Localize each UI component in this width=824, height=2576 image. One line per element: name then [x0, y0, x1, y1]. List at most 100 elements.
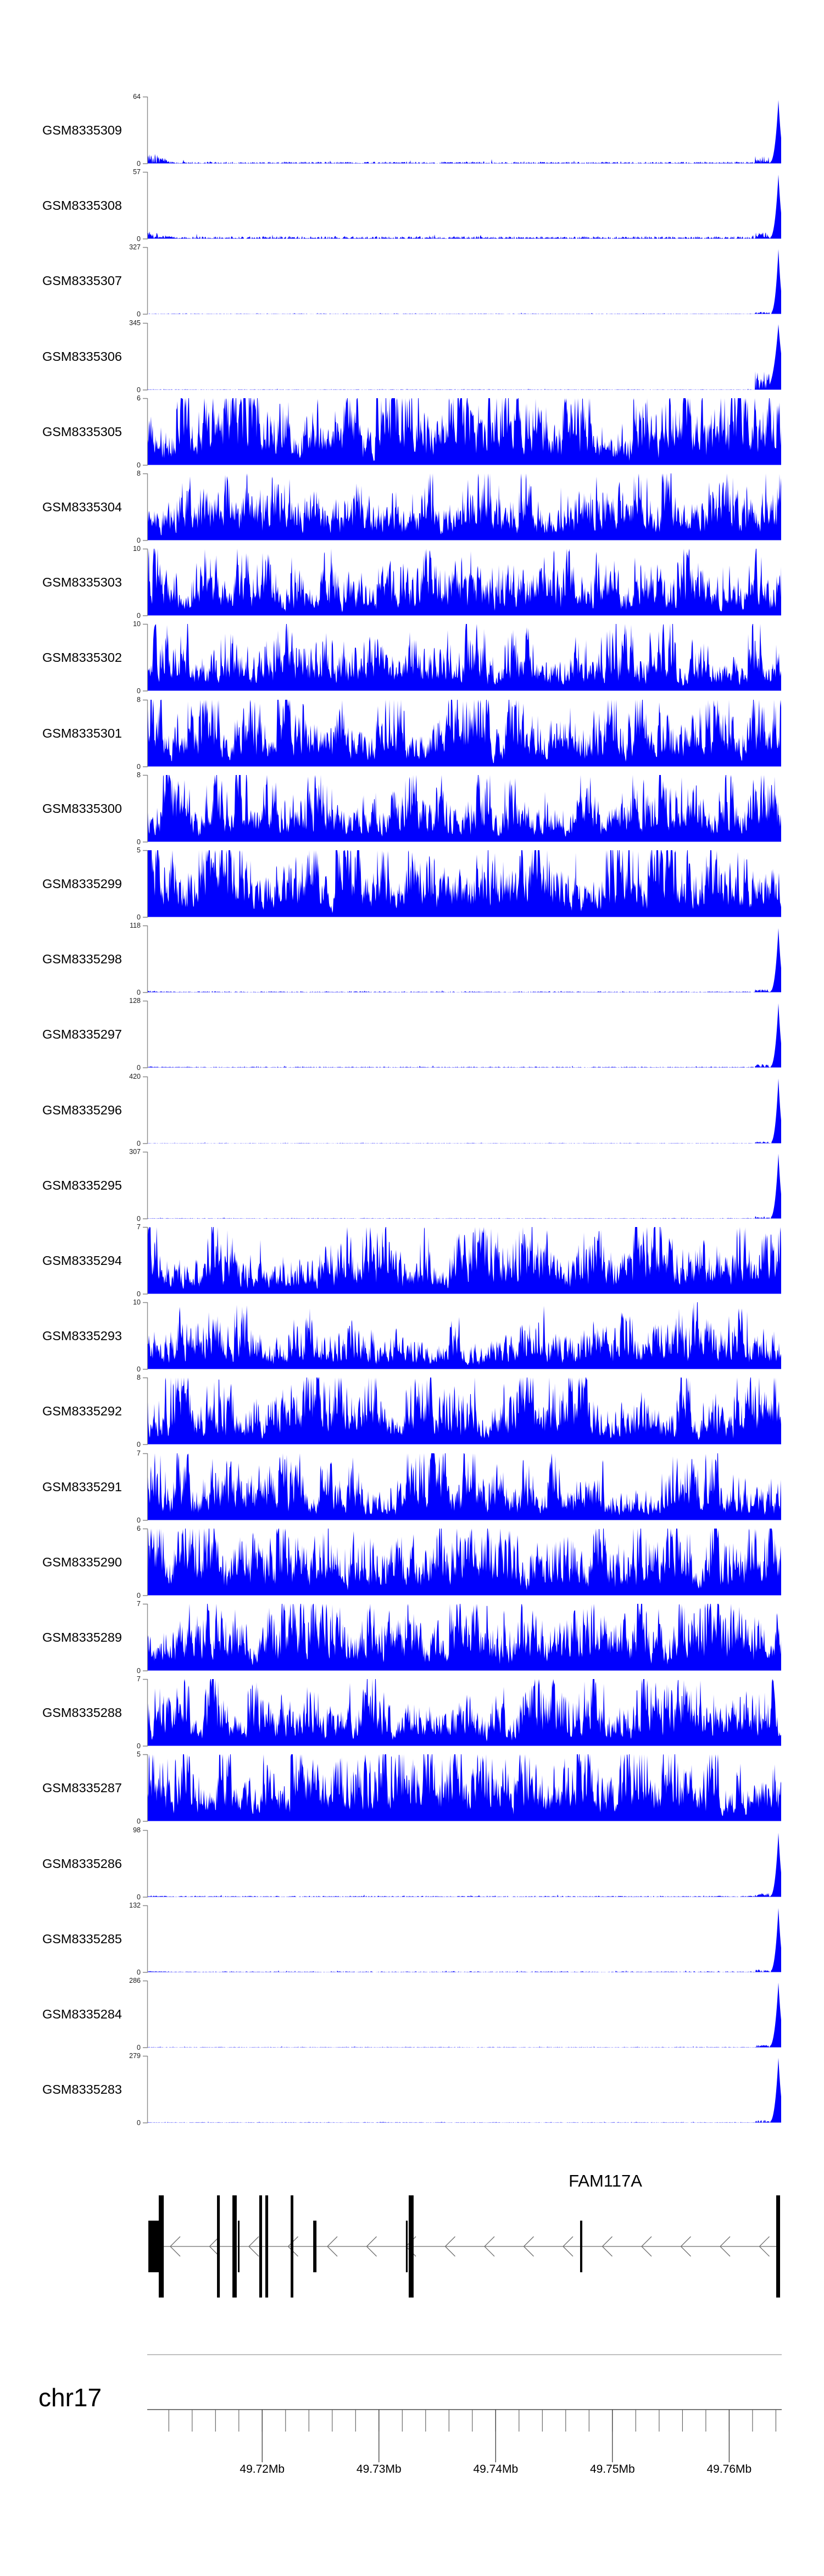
- track-label: GSM8335285: [42, 1931, 122, 1946]
- coverage-histogram: [143, 322, 781, 391]
- coverage-histogram: [143, 774, 781, 843]
- y-axis-bracket: [143, 699, 148, 767]
- track-label: GSM8335304: [42, 500, 122, 514]
- y-axis-bracket: [143, 1378, 148, 1446]
- track-label: GSM8335300: [42, 801, 122, 816]
- coverage-area: [148, 1078, 781, 1144]
- track-ymin-label: 0: [137, 612, 141, 620]
- gene-name-label: FAM117A: [569, 2171, 642, 2190]
- track-ymin-label: 0: [137, 235, 141, 243]
- genome-axis-ruler: [147, 2354, 782, 2462]
- track-ymin-label: 0: [137, 386, 141, 394]
- track-label: GSM8335294: [42, 1253, 122, 1268]
- coverage-area: [148, 1604, 781, 1671]
- track-label: GSM8335290: [42, 1554, 122, 1569]
- strand-arrow-icon: [484, 2236, 495, 2257]
- track-ymin-label: 0: [137, 537, 141, 544]
- gene-model-drawing: [148, 2195, 781, 2298]
- coverage-histogram: [143, 96, 781, 164]
- y-axis-bracket: [143, 1528, 148, 1596]
- coverage-area: [148, 1453, 781, 1520]
- track-ymin-label: 0: [137, 1591, 141, 1599]
- coverage-area: [148, 624, 781, 691]
- coverage-histogram: [143, 1603, 781, 1671]
- coverage-area: [148, 1908, 781, 1972]
- y-axis-bracket: [143, 1453, 148, 1521]
- y-axis-bracket: [143, 1151, 148, 1219]
- chromosome-label: chr17: [38, 2383, 102, 2412]
- y-axis-bracket: [143, 1830, 148, 1898]
- y-axis-bracket: [143, 1302, 148, 1370]
- track-ymax-label: 128: [129, 997, 141, 1005]
- strand-arrow-icon: [641, 2236, 652, 2257]
- coverage-area: [148, 1378, 781, 1445]
- y-axis-bracket: [143, 96, 148, 164]
- track-ymax-label: 7: [137, 1600, 141, 1608]
- coverage-area: [148, 928, 781, 993]
- track-ymin-label: 0: [137, 913, 141, 921]
- track-ymin-label: 0: [137, 762, 141, 771]
- exon-tall: [259, 2195, 263, 2298]
- track-ymin-label: 0: [137, 1742, 141, 1750]
- coverage-histogram: [143, 473, 781, 541]
- y-axis-bracket: [143, 1001, 148, 1069]
- coverage-histogram: [143, 1754, 781, 1822]
- strand-arrow-icon: [209, 2236, 220, 2257]
- track-label: GSM8335293: [42, 1329, 122, 1343]
- track-ymin-label: 0: [137, 1365, 141, 1374]
- track-ymin-label: 0: [137, 160, 141, 168]
- coverage-histogram: [143, 171, 781, 239]
- strand-arrow-icon: [327, 2236, 338, 2257]
- track-ymax-label: 327: [129, 243, 141, 252]
- y-axis-bracket: [143, 1980, 148, 2048]
- strand-arrow-icon: [720, 2236, 731, 2257]
- track-ymin-label: 0: [137, 1667, 141, 1675]
- track-ymax-label: 8: [137, 470, 141, 477]
- y-axis-bracket: [143, 624, 148, 692]
- coverage-area: [148, 1754, 781, 1821]
- track-label: GSM8335305: [42, 424, 122, 439]
- coverage-area: [148, 1302, 781, 1369]
- y-axis-bracket: [143, 548, 148, 616]
- coverage-area: [148, 1982, 781, 2048]
- track-label: GSM8335298: [42, 952, 122, 967]
- strand-arrow-icon: [170, 2236, 181, 2257]
- strand-arrow-icon: [366, 2236, 377, 2257]
- track-ymax-label: 10: [133, 1298, 141, 1307]
- track-ymax-label: 10: [133, 545, 141, 553]
- coverage-histogram: [143, 925, 781, 993]
- strand-arrow-icon: [287, 2236, 298, 2257]
- track-label: GSM8335292: [42, 1404, 122, 1419]
- coverage-area: [148, 774, 781, 842]
- track-ymax-label: 6: [137, 1524, 141, 1532]
- track-ymax-label: 286: [129, 1977, 141, 1984]
- track-ymax-label: 7: [137, 1675, 141, 1683]
- track-ymax-label: 57: [133, 168, 141, 176]
- y-axis-bracket: [143, 925, 148, 993]
- track-label: GSM8335309: [42, 123, 122, 137]
- track-label: GSM8335308: [42, 198, 122, 213]
- exon-tall: [291, 2195, 294, 2298]
- track-label: GSM8335288: [42, 1705, 122, 1720]
- coverage-area: [148, 175, 781, 239]
- track-ymin-label: 0: [137, 687, 141, 695]
- coverage-histogram: [143, 699, 781, 767]
- strand-arrow-icon: [248, 2236, 259, 2257]
- track-label: GSM8335299: [42, 877, 122, 891]
- exon-short: [238, 2221, 240, 2272]
- track-label: GSM8335284: [42, 2007, 122, 2021]
- coverage-area: [148, 100, 781, 164]
- track-ymin-label: 0: [137, 1290, 141, 1298]
- y-axis-bracket: [143, 1679, 148, 1747]
- coverage-histogram: [143, 624, 781, 692]
- y-axis-bracket: [143, 1226, 148, 1295]
- coverage-histogram: [143, 1076, 781, 1144]
- exon-tall: [158, 2195, 164, 2298]
- axis-tick-label: 49.74Mb: [473, 2463, 519, 2475]
- track-label: GSM8335289: [42, 1630, 122, 1644]
- y-axis-bracket: [143, 171, 148, 239]
- track-label: GSM8335296: [42, 1102, 122, 1117]
- track-ymin-label: 0: [137, 1214, 141, 1223]
- coverage-histogram: [143, 1302, 781, 1370]
- y-axis-bracket: [143, 2055, 148, 2123]
